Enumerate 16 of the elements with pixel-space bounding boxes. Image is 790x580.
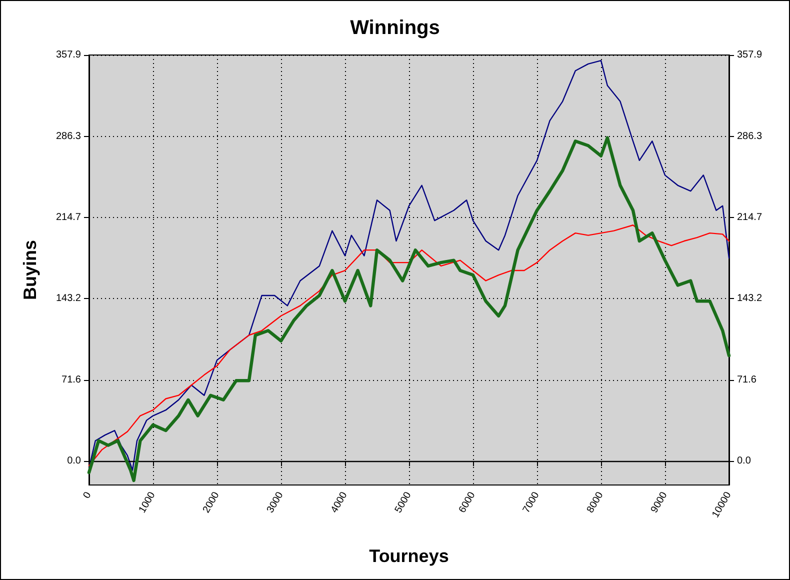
y2-tick-label: 71.6 xyxy=(737,374,757,386)
y-tick-label: 214.7 xyxy=(56,212,82,224)
x-axis-title: Tourneys xyxy=(369,546,449,566)
y2-tick-label: 357.9 xyxy=(737,50,762,60)
y-tick-label: 143.2 xyxy=(56,293,82,304)
y2-tick-label: 214.7 xyxy=(737,212,762,224)
y-tick-label: 0.0 xyxy=(67,456,82,467)
y2-tick-label: 286.3 xyxy=(737,130,762,142)
x-tick-label: 0 xyxy=(81,490,94,501)
y-tick-label: 286.3 xyxy=(56,130,82,142)
y-tick-label: 71.6 xyxy=(62,374,82,386)
y-axis-title: Buyins xyxy=(20,240,40,300)
y-tick-label: 357.9 xyxy=(56,50,82,60)
y2-tick-label: 143.2 xyxy=(737,293,762,304)
y2-tick-label: 0.0 xyxy=(737,456,752,467)
chart-title: Winnings xyxy=(350,17,440,39)
